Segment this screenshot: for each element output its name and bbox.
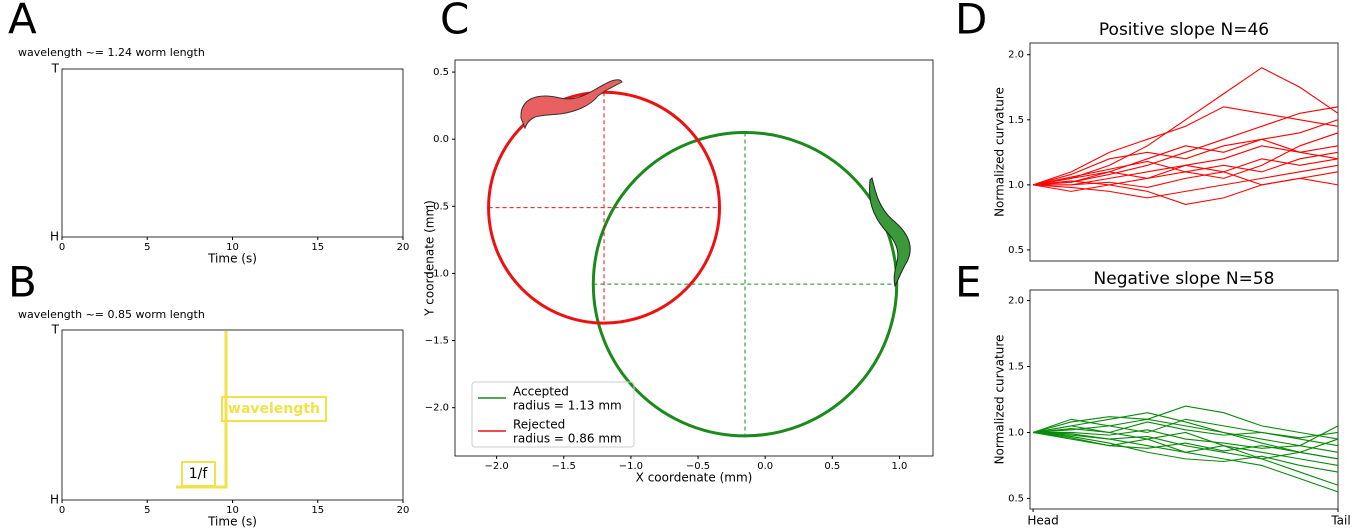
x-tick-label: 0 (59, 242, 65, 253)
curve (1033, 171, 1339, 189)
x-tick-label: 0 (59, 505, 65, 516)
panel-letter: B (8, 258, 37, 307)
y-tick-label: 1.0 (1008, 180, 1024, 191)
y-tick-label: 1.5 (1008, 115, 1024, 126)
x-tick-label: −0.5 (686, 461, 710, 472)
x-tick-label: 0.5 (824, 461, 840, 472)
curve (1033, 106, 1339, 186)
x-tick-label: −1.0 (619, 461, 643, 472)
panel-letter: E (955, 258, 982, 307)
y-tick-label: 0.5 (1008, 245, 1024, 256)
annotation: wavelength (228, 401, 320, 417)
y-tick-label: 1.5 (1008, 362, 1024, 373)
y-axis-label: Normalized curvature (993, 87, 1007, 217)
x-tick-label: 5 (144, 505, 150, 516)
curve (1032, 431, 1339, 460)
y-tick-label: H (50, 493, 59, 507)
y-tick-label: −1.0 (425, 268, 449, 279)
x-tick-label: 5 (144, 242, 150, 253)
annotation-box (221, 396, 327, 422)
curve (1032, 416, 1339, 453)
curve (1032, 431, 1339, 460)
x-axis-label: X coordenate (mm) (636, 471, 753, 485)
y-tick-label: 1.0 (1008, 427, 1024, 438)
legend-label: Rejected (513, 418, 565, 432)
fitted-circle (591, 130, 899, 438)
chart-title: Positive slope N=46 (1099, 20, 1269, 40)
x-tick-label: −1.5 (552, 461, 576, 472)
x-tick-label: 20 (397, 505, 410, 516)
y-tick-label: T (51, 62, 60, 76)
panel-letter: A (8, 0, 37, 44)
y-tick-label: T (51, 323, 60, 337)
x-tick-label: 10 (226, 505, 239, 516)
red-band (410, 330, 486, 500)
annotation-box (181, 461, 216, 487)
kymograph-bg (62, 330, 403, 500)
crest-line (428, 330, 488, 500)
worm-icon (520, 79, 623, 130)
x-tick-label: Head (1027, 514, 1058, 528)
x-tick-label: Tail (1330, 514, 1350, 528)
y-tick-label: 2.0 (1008, 50, 1024, 61)
y-tick-label: −2.0 (425, 403, 449, 414)
panel-letter: D (955, 0, 987, 44)
curve (1032, 412, 1339, 453)
curve (1033, 425, 1339, 449)
y-tick-label: 0.0 (433, 134, 449, 145)
y-tick-label: 2.0 (1008, 296, 1024, 307)
y-tick-label: H (50, 230, 59, 244)
curve (1033, 418, 1339, 447)
subtitle: wavelength ~= 1.24 worm length (18, 46, 205, 59)
worm-icon (869, 177, 911, 288)
curve (1032, 132, 1339, 186)
legend-label: Accepted (513, 385, 569, 399)
blue-band (429, 330, 505, 500)
y-tick-label: 0.5 (1008, 493, 1024, 504)
chart-title: Negative slope N=58 (1094, 269, 1275, 289)
x-tick-label: 0.0 (757, 461, 773, 472)
curve (1033, 431, 1339, 493)
x-tick-label: −2.0 (484, 461, 508, 472)
annotation: 1/f (189, 466, 209, 482)
curve (1033, 164, 1339, 199)
legend-label: radius = 1.13 mm (513, 399, 622, 413)
x-tick-label: 15 (311, 242, 324, 253)
x-axis-label: Time (s) (207, 515, 257, 529)
y-tick-label: −1.5 (425, 336, 449, 347)
plot-frame (454, 59, 934, 457)
curve (1032, 431, 1339, 473)
y-axis-label: Y coordenate (mm) (423, 200, 437, 317)
y-axis-label: Normalized curvature (993, 335, 1007, 465)
y-tick-label: −0.5 (425, 201, 449, 212)
curve (1032, 158, 1339, 186)
subtitle: wavelength ~= 0.85 worm length (18, 308, 205, 321)
panel-letter: C (440, 0, 469, 44)
x-tick-label: 1.0 (891, 461, 907, 472)
x-tick-label: 20 (397, 242, 410, 253)
curve (1032, 405, 1339, 440)
legend-frame (471, 381, 635, 448)
legend-label: radius = 0.86 mm (513, 432, 622, 446)
curve (1033, 431, 1339, 486)
x-axis-label: Time (s) (207, 252, 257, 266)
plot-frame (1029, 42, 1339, 262)
plot-frame (1029, 289, 1339, 510)
x-tick-label: 15 (311, 505, 324, 516)
y-tick-label: 0.5 (433, 67, 449, 78)
kymograph-bg (62, 69, 403, 237)
curve (1032, 138, 1339, 186)
curve (1032, 421, 1339, 439)
x-tick-label: 10 (226, 242, 239, 253)
curve (1033, 119, 1339, 186)
